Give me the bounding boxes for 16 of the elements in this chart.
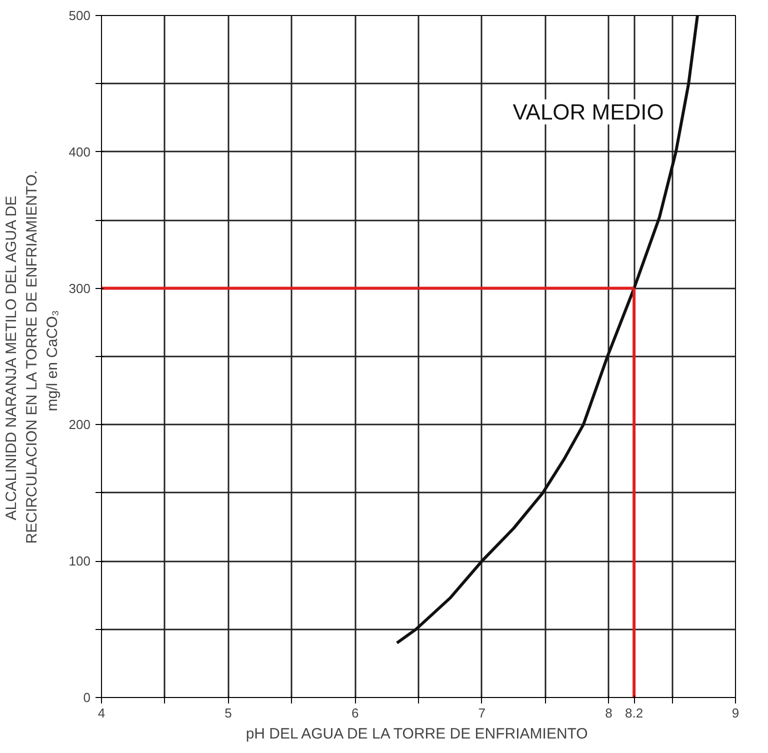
y-tick-label: 400 [68, 144, 91, 160]
y-axis-title: ALCALINIDD NARANJA METILO DEL AGUA DE RECIRCULACION EN LA TORRE DE ENFRIAMIENTO. mg/l en CaCO₃ [3, 170, 61, 544]
x-tick-label: 5 [224, 706, 232, 720]
y-tick-label: 300 [68, 280, 91, 296]
x-tick-label: 8.2 [625, 706, 644, 720]
y-tick-label: 100 [68, 554, 91, 569]
y-tick-label: 500 [68, 8, 91, 23]
x-tick-label: 8 [605, 706, 612, 720]
x-axis-title: pH DEL AGUA DE LA TORRE DE ENFRIAMIENTO [246, 726, 588, 742]
x-tick-label: 9 [732, 706, 740, 720]
x-tick-label: 4 [98, 706, 106, 720]
x-tick-label: 6 [351, 706, 359, 720]
series-label: VALOR MEDIO [512, 99, 664, 124]
y-tick-label: 200 [68, 417, 91, 432]
x-tick-label: 7 [478, 706, 486, 720]
y-tick-label: 0 [83, 690, 91, 705]
